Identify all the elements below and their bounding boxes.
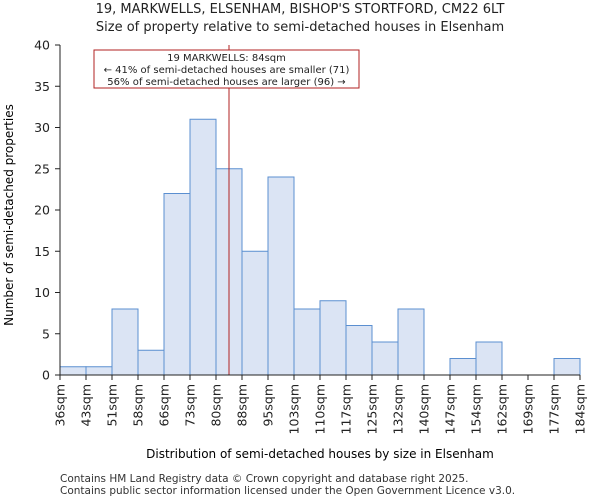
y-axis-label: Number of semi-detached properties [2,104,16,326]
x-tick-label: 51sqm [105,384,120,427]
x-tick-label: 184sqm [573,384,588,434]
x-axis-label: Distribution of semi-detached houses by … [146,447,494,461]
y-tick-label: 40 [34,38,50,53]
annotation-line-3: 56% of semi-detached houses are larger (… [107,77,345,88]
x-tick-label: 36sqm [53,384,68,427]
x-tick-label: 117sqm [339,384,354,434]
x-tick-label: 162sqm [495,384,510,434]
bar-110sqm [319,300,347,376]
y-tick-label: 10 [34,285,50,300]
annotation-border [93,49,360,89]
x-tick-label: 73sqm [183,384,198,427]
chart-subtitle: Size of property relative to semi-detach… [95,20,505,35]
histogram-chart: 19 MARKWELLS: 84sqm ← 41% of semi-detach… [2,38,588,462]
x-tick-label: 103sqm [287,384,302,434]
chart-title: 19, MARKWELLS, ELSENHAM, BISHOP'S STORTF… [95,2,505,17]
x-tick-label: 132sqm [391,384,406,434]
x-tick-label: 43sqm [79,384,94,427]
y-tick-label: 20 [34,203,50,218]
y-tick-label: 30 [34,120,50,135]
bar-95sqm [267,176,295,376]
x-tick-label: 125sqm [365,384,380,434]
annotation-line-1: 19 MARKWELLS: 84sqm [167,53,286,64]
bar-73sqm [189,118,217,376]
x-tick-label: 169sqm [521,384,536,434]
x-tick-label: 177sqm [547,384,562,434]
x-tick-label: 110sqm [313,384,328,434]
x-tick-label: 80sqm [209,384,224,427]
bar-43sqm [85,366,113,376]
x-tick-label: 66sqm [157,384,172,427]
bar-58sqm [137,349,165,376]
y-tick-label: 5 [42,326,50,341]
x-tick-label: 95sqm [261,384,276,427]
bar-36sqm [59,366,87,376]
x-tick-label: 88sqm [235,384,250,427]
bar-51sqm [111,308,139,376]
y-tick-label: 25 [34,161,50,176]
x-tick-label: 140sqm [417,384,432,434]
annotation-box: 19 MARKWELLS: 84sqm ← 41% of semi-detach… [93,49,360,89]
bar-103sqm [293,308,321,376]
x-tick-label: 58sqm [131,384,146,427]
x-tick-label: 147sqm [443,384,458,434]
bar-66sqm [163,193,191,376]
bars-group [59,118,581,376]
bar-88sqm [241,250,269,376]
bar-125sqm [371,341,399,376]
x-tick-label: 154sqm [469,384,484,434]
y-tick-label: 15 [34,244,50,259]
bar-132sqm [397,308,425,376]
y-ticks: 0 5 10 15 20 25 30 35 40 [34,38,60,383]
bar-147sqm [449,358,477,376]
bar-177sqm [553,358,581,376]
y-tick-label: 0 [42,368,50,383]
y-tick-label: 35 [34,79,50,94]
footer-line-2: Contains public sector information licen… [60,485,516,497]
annotation-line-2: ← 41% of semi-detached houses are smalle… [104,65,350,76]
x-ticks: 36sqm 43sqm 51sqm 58sqm 66sqm 73sqm 80sqm 88sqm… [53,375,588,434]
bar-117sqm [345,325,373,376]
bar-154sqm [475,341,503,376]
footer-line-1: Contains HM Land Registry data © Crown c… [60,473,469,485]
